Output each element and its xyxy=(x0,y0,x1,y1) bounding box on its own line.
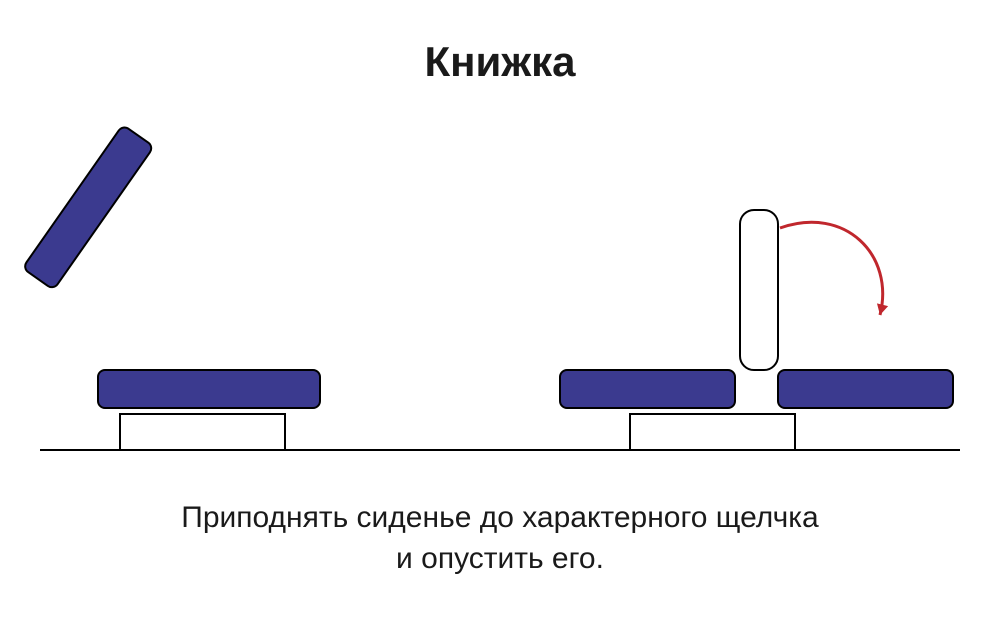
right-sofa-frame xyxy=(630,414,795,450)
diagram-caption: Приподнять сиденье до характерного щелчк… xyxy=(0,498,1000,579)
left-sofa-seat xyxy=(98,370,320,408)
right-sofa-seat-right xyxy=(778,370,953,408)
left-sofa-frame xyxy=(120,414,285,450)
left-sofa-back xyxy=(22,125,154,290)
diagram-canvas: Книжка Приподнять сиденье до характерног… xyxy=(0,0,1000,642)
fold-arrow-head xyxy=(877,303,888,315)
right-sofa-seat-left xyxy=(560,370,735,408)
right-sofa-back-outline xyxy=(740,210,778,370)
fold-arrow xyxy=(780,222,883,315)
caption-line-1: Приподнять сиденье до характерного щелчк… xyxy=(181,501,818,534)
caption-line-2: и опустить его. xyxy=(396,542,604,575)
